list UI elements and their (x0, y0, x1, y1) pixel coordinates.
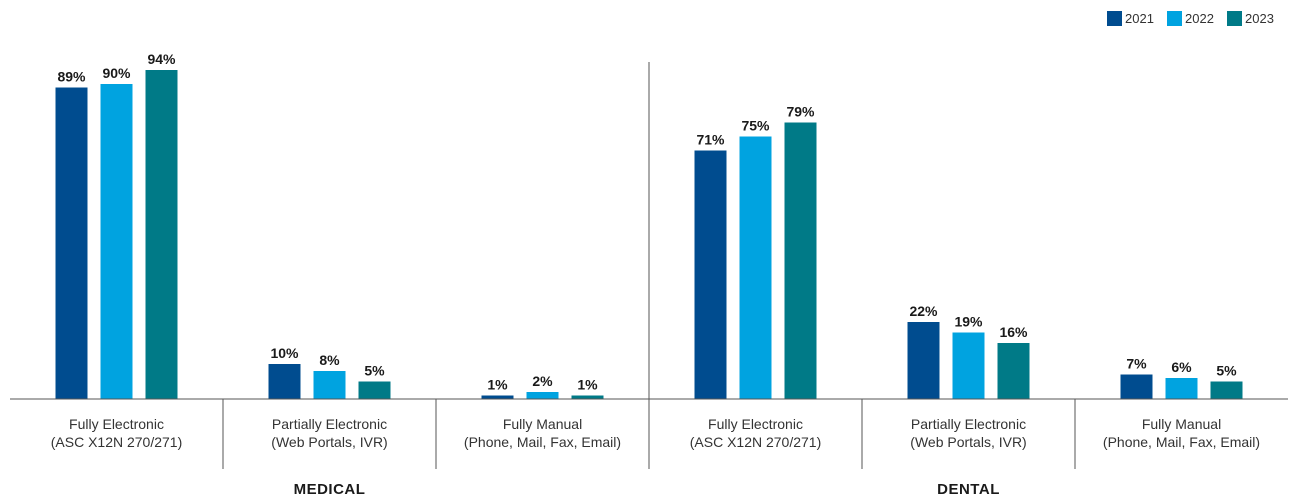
legend-swatch (1167, 11, 1182, 26)
bar-2021-cat2 (268, 364, 301, 399)
bar-2022-cat1 (100, 84, 133, 399)
bar-2022-cat6 (1165, 378, 1198, 399)
bar-2021-cat4 (694, 150, 727, 399)
legend-label: 2022 (1185, 11, 1214, 26)
value-label: 22% (909, 303, 938, 319)
value-label: 75% (741, 118, 770, 134)
bar-2021-cat6 (1120, 374, 1153, 399)
bar-2021-cat3 (481, 395, 514, 399)
x-axis (10, 62, 1288, 469)
value-label: 8% (319, 352, 340, 368)
category-label: Partially Electronic (Web Portals, IVR) (910, 416, 1026, 450)
value-label: 1% (577, 377, 598, 393)
value-label: 89% (57, 69, 86, 85)
category-labels: Fully Electronic (ASC X12N 270/271) Partia… (51, 416, 1260, 450)
legend-item-2021: 2021 (1107, 11, 1154, 26)
legend-item-2022: 2022 (1167, 11, 1214, 26)
category-label: Fully Electronic (ASC X12N 270/271) (690, 416, 822, 450)
value-label: 1% (487, 377, 508, 393)
bar-2022-cat3 (526, 392, 559, 399)
value-label: 6% (1171, 359, 1192, 375)
value-label: 7% (1126, 356, 1147, 372)
group-label-medical: MEDICAL (294, 481, 366, 498)
bar-2022-cat2 (313, 371, 346, 399)
legend: 2021 2022 2023 (1107, 11, 1274, 26)
value-label: 19% (954, 314, 983, 330)
category-label: Partially Electronic (Web Portals, IVR) (271, 416, 387, 450)
bar-2023-cat5 (997, 343, 1030, 399)
bar-2022-cat4 (739, 136, 772, 399)
bar-2023-cat3 (571, 395, 604, 399)
bars (55, 70, 1243, 399)
value-label: 94% (147, 51, 176, 67)
bar-2023-cat4 (784, 122, 817, 399)
group-labels: MEDICAL DENTAL (294, 481, 1000, 498)
value-label: 5% (1216, 363, 1237, 379)
value-label: 71% (696, 132, 725, 148)
legend-swatch (1107, 11, 1122, 26)
legend-swatch (1227, 11, 1242, 26)
value-labels: 89% 90% 94% 10% 8% 5% 1% 2% 1% 71% 75% 79% 22% 19% 16%… (57, 51, 1237, 393)
value-label: 10% (270, 345, 299, 361)
bar-2023-cat2 (358, 381, 391, 399)
value-label: 79% (786, 104, 815, 120)
bar-2021-cat1 (55, 87, 88, 399)
bar-2023-cat6 (1210, 381, 1243, 399)
category-label: Fully Manual (Phone, Mail, Fax, Email) (464, 416, 621, 450)
value-label: 90% (102, 65, 131, 81)
value-label: 5% (364, 363, 385, 379)
bar-2021-cat5 (907, 322, 940, 399)
legend-item-2023: 2023 (1227, 11, 1274, 26)
bar-2023-cat1 (145, 70, 178, 399)
legend-label: 2021 (1125, 11, 1154, 26)
group-label-dental: DENTAL (937, 481, 1000, 498)
category-label: Fully Electronic (ASC X12N 270/271) (51, 416, 183, 450)
category-label: Fully Manual (Phone, Mail, Fax, Email) (1103, 416, 1260, 450)
value-label: 16% (999, 324, 1028, 340)
bar-2022-cat5 (952, 332, 985, 399)
value-label: 2% (532, 373, 553, 389)
legend-label: 2023 (1245, 11, 1274, 26)
